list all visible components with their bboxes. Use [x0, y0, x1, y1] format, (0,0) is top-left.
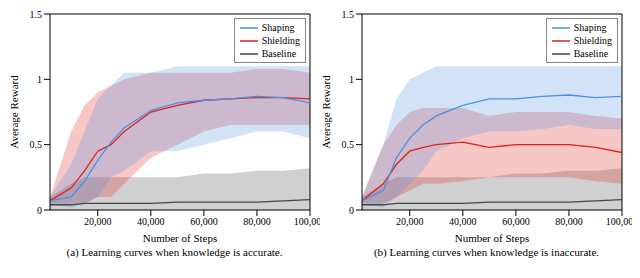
- svg-text:0.5: 0.5: [342, 139, 355, 150]
- svg-text:1.5: 1.5: [30, 9, 43, 20]
- svg-text:0: 0: [349, 205, 354, 216]
- svg-text:1: 1: [37, 74, 42, 85]
- html-text:Shaping: Shaping: [261, 22, 295, 33]
- html-text:Baseline: Baseline: [261, 48, 297, 59]
- html-text:Shielding: Shielding: [261, 35, 300, 46]
- svg-text:Average Reward: Average Reward: [8, 75, 20, 149]
- html-text:(a) Learning curves when knowl: (a) Learning curves when knowledge is ac…: [66, 246, 283, 258]
- svg-text:100,000: 100,000: [294, 216, 320, 227]
- svg-text:40,000: 40,000: [137, 216, 165, 227]
- svg-text:20,000: 20,000: [84, 216, 112, 227]
- svg-text:100,000: 100,000: [606, 216, 632, 227]
- svg-text:0: 0: [37, 205, 42, 216]
- svg-text:Number of Steps: Number of Steps: [455, 232, 530, 244]
- html-text:(b) Learning curves when knowl: (b) Learning curves when knowledge is in…: [373, 246, 599, 258]
- svg-text:40,000: 40,000: [449, 216, 477, 227]
- svg-text:60,000: 60,000: [190, 216, 218, 227]
- html-text:Shielding: Shielding: [573, 35, 612, 46]
- svg-text:80,000: 80,000: [555, 216, 583, 227]
- svg-text:0.5: 0.5: [30, 139, 43, 150]
- svg-text:60,000: 60,000: [502, 216, 530, 227]
- html-text:Baseline: Baseline: [573, 48, 609, 59]
- svg-text:20,000: 20,000: [396, 216, 424, 227]
- svg-text:80,000: 80,000: [243, 216, 271, 227]
- svg-text:1.5: 1.5: [342, 9, 355, 20]
- svg-text:Average Reward: Average Reward: [320, 75, 332, 149]
- html-text:Shaping: Shaping: [573, 22, 607, 33]
- svg-text:Number of Steps: Number of Steps: [143, 232, 218, 244]
- svg-text:1: 1: [349, 74, 354, 85]
